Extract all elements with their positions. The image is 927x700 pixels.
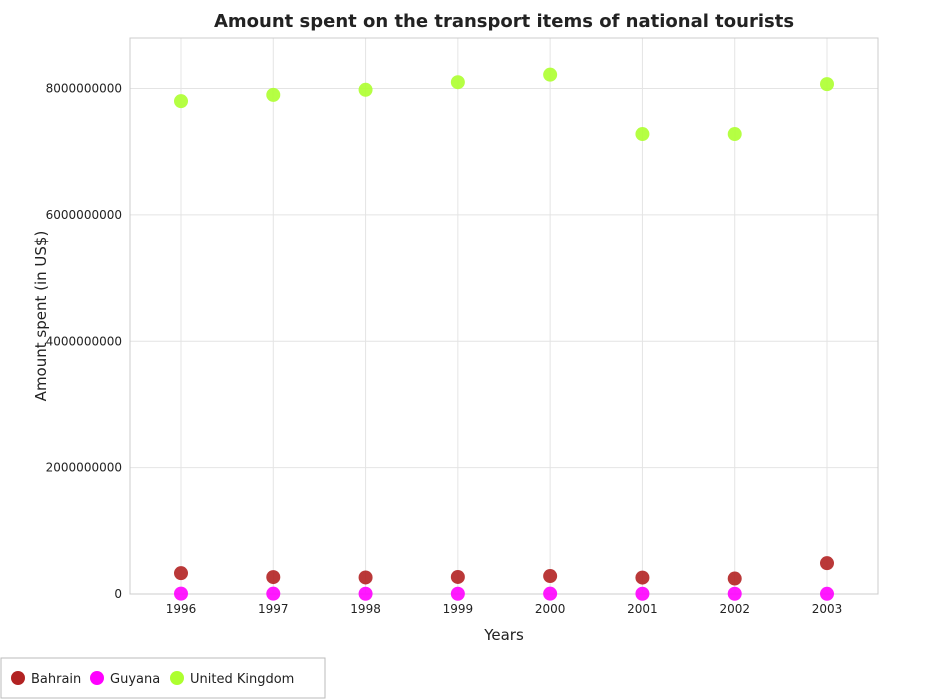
point-bahrain (358, 570, 373, 585)
legend-label-guyana: Guyana (110, 672, 160, 687)
point-guyana (174, 586, 188, 601)
point-bahrain (450, 569, 465, 584)
legend-box (0, 657, 326, 699)
point-bahrain (727, 571, 742, 586)
point-guyana (635, 586, 650, 601)
point-united-kingdom (635, 127, 650, 142)
point-united-kingdom (727, 127, 742, 142)
point-guyana (450, 586, 465, 601)
point-united-kingdom (820, 77, 834, 92)
y-axis-label: Amount spent (in US$) (32, 231, 50, 402)
point-guyana (543, 586, 558, 601)
x-tick-labels: 1996 1997 1998 1999 2000 2001 2002 2003 (166, 602, 843, 616)
y-tick-label: 0 (114, 587, 122, 601)
legend-marker-united-kingdom (170, 671, 184, 685)
point-guyana (266, 586, 281, 601)
plot-border (129, 37, 879, 595)
y-tick-label: 2000000000 (46, 461, 122, 475)
point-guyana (820, 586, 834, 601)
x-tick-label: 1996 (166, 602, 197, 616)
plot-background (130, 38, 878, 594)
legend-marker-guyana (90, 671, 104, 685)
point-guyana (358, 586, 373, 601)
legend: Bahrain Guyana United Kingdom (0, 657, 326, 699)
x-tick-label: 1999 (443, 602, 474, 616)
point-bahrain (820, 556, 834, 571)
x-tick-label: 2002 (719, 602, 750, 616)
legend-label-united-kingdom: United Kingdom (190, 672, 294, 687)
x-tick-label: 2000 (535, 602, 566, 616)
legend-entries: Bahrain Guyana United Kingdom (11, 671, 294, 687)
plot-area: 0 2000000000 4000000000 6000000000 800000000… (46, 37, 879, 616)
point-united-kingdom (543, 67, 558, 82)
x-axis-label: Years (483, 626, 524, 644)
x-tick-label: 1998 (350, 602, 381, 616)
y-tick-labels: 0 2000000000 4000000000 6000000000 800000000… (46, 82, 122, 601)
point-bahrain (635, 570, 650, 585)
legend-label-bahrain: Bahrain (31, 672, 81, 687)
legend-marker-bahrain (11, 671, 25, 685)
data-points (174, 67, 834, 601)
x-tick-label: 2003 (812, 602, 843, 616)
y-tick-label: 4000000000 (46, 334, 122, 348)
point-bahrain (543, 569, 558, 584)
x-tick-label: 2001 (627, 602, 658, 616)
point-bahrain (266, 570, 281, 585)
point-bahrain (174, 566, 188, 581)
point-united-kingdom (358, 82, 373, 97)
point-united-kingdom (266, 87, 281, 102)
point-guyana (727, 586, 742, 601)
x-tick-label: 1997 (258, 602, 289, 616)
point-united-kingdom (174, 94, 188, 109)
point-united-kingdom (450, 75, 465, 90)
chart-title: Amount spent on the transport items of n… (214, 11, 794, 32)
y-tick-label: 6000000000 (46, 208, 122, 222)
y-tick-label: 8000000000 (46, 82, 122, 96)
